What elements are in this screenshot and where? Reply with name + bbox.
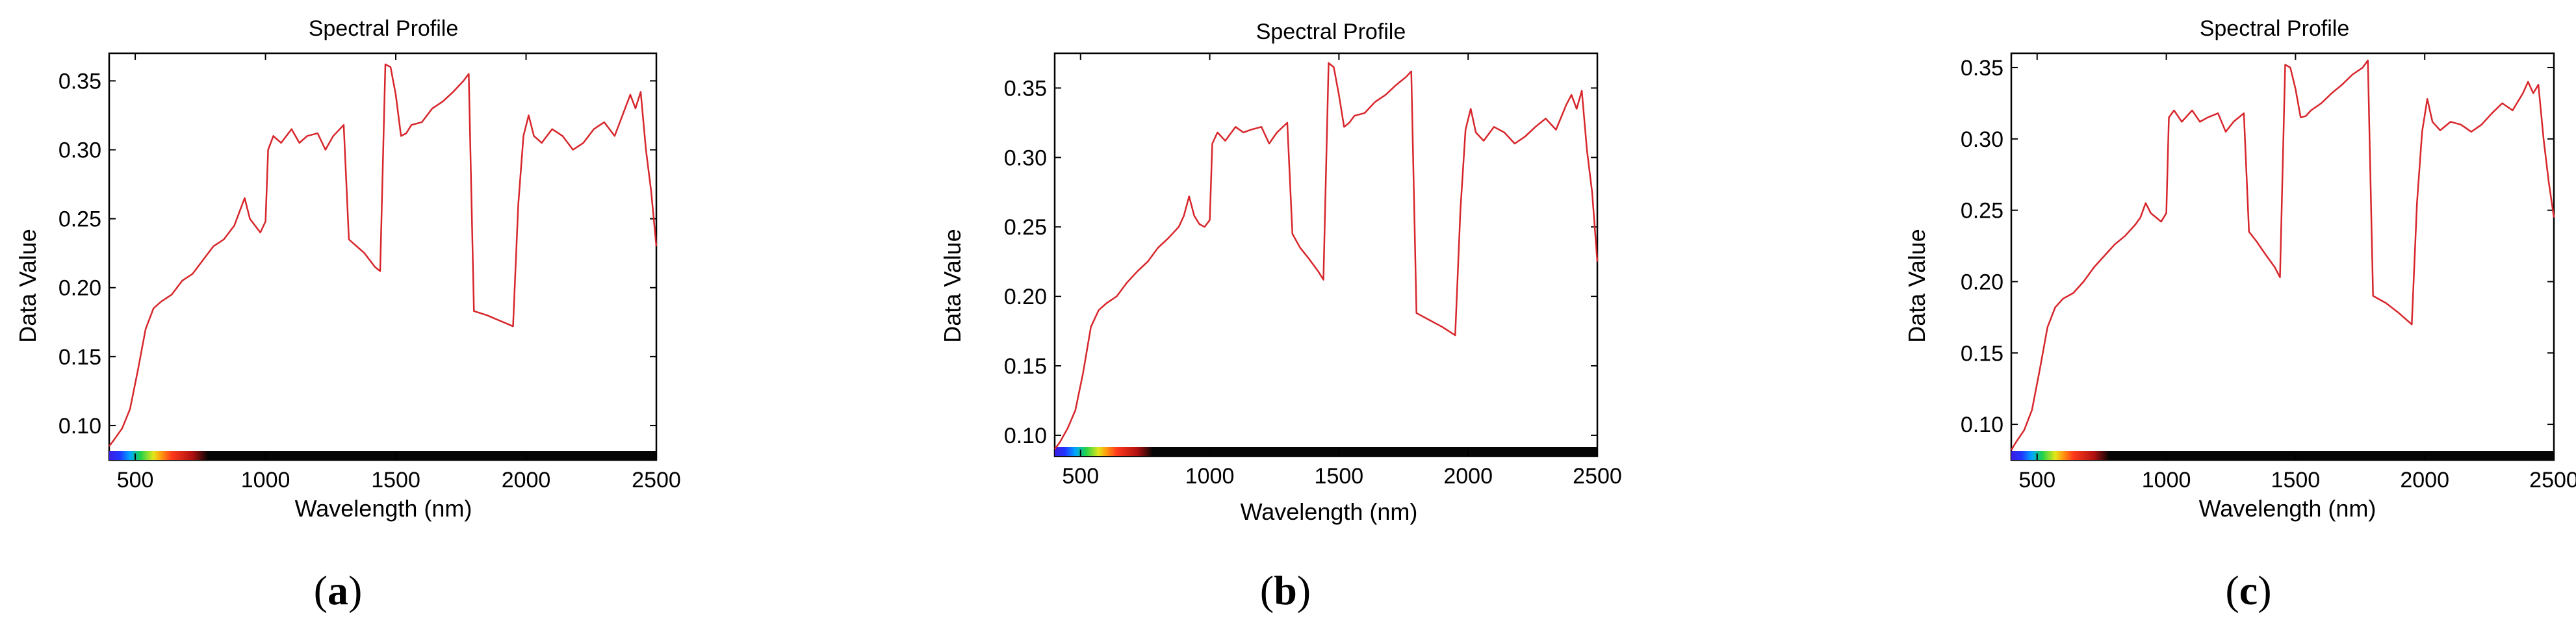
panel-a-xtick-label: 2000 xyxy=(502,468,551,493)
caption-c-close: ) xyxy=(2258,567,2271,613)
caption-c-open: ( xyxy=(2225,567,2239,613)
panel-c-ytick-label: 0.20 xyxy=(1961,270,2003,294)
panel-a-ytick-label: 0.25 xyxy=(58,207,101,232)
panel-b-xlabel: Wavelength (nm) xyxy=(1241,498,1418,525)
panel-c-xtick-label: 2000 xyxy=(2400,468,2449,493)
panel-b-ytick-label: 0.10 xyxy=(1004,424,1047,448)
panel-a-title: Spectral Profile xyxy=(309,16,459,41)
panel-c-xtick-label: 500 xyxy=(2018,468,2055,493)
caption-b-close: ) xyxy=(1297,567,1311,613)
panel-b-plot: 0.10 0.15 0.20 0.25 0.30 0.35 500 1000 1500 2000 2… xyxy=(1004,52,1622,489)
panel-c-ytick-label: 0.15 xyxy=(1961,341,2003,366)
panel-c-ytick-label: 0.30 xyxy=(1961,127,2003,152)
panel-c-xlabel: Wavelength (nm) xyxy=(2199,495,2376,522)
panel-a-xtick-label: 1500 xyxy=(371,468,420,493)
panel-a-xtick-label: 2500 xyxy=(632,468,681,493)
panel-a: Spectral Profile Data Value Wavelength (… xyxy=(14,16,681,613)
panel-c: Spectral Profile Data Value Wavelength (… xyxy=(1903,16,2576,613)
panel-c-title: Spectral Profile xyxy=(2200,16,2350,41)
caption-b-letter: b xyxy=(1274,567,1297,613)
panel-a-plot: 0.10 0.15 0.20 0.25 0.30 0.35 500 1000 1500 2000 2… xyxy=(58,52,681,493)
caption-c-letter: c xyxy=(2239,567,2258,613)
panel-c-plot: 0.10 0.15 0.20 0.25 0.30 0.35 500 1000 1500 2000 2… xyxy=(1961,52,2576,493)
panel-c-colorbar xyxy=(2011,451,2554,460)
panel-a-xtick-label: 1000 xyxy=(241,468,290,493)
caption-b-open: ( xyxy=(1260,567,1274,613)
panel-c-series-line xyxy=(2010,59,2555,451)
caption-b: (b) xyxy=(1260,567,1311,613)
caption-a-close: ) xyxy=(348,567,362,613)
panel-a-ytick-label: 0.35 xyxy=(58,69,101,94)
panel-b-xtick-label: 500 xyxy=(1062,464,1099,489)
panel-c-ylabel: Data Value xyxy=(1903,229,1930,342)
panel-a-ylabel: Data Value xyxy=(14,229,41,342)
panel-a-xtick-label: 500 xyxy=(117,468,154,493)
panel-b-series-line xyxy=(1053,62,1599,450)
caption-c: (c) xyxy=(2225,567,2271,613)
panel-c-xtick-label: 1500 xyxy=(2271,468,2321,493)
panel-c-xtick-label: 2500 xyxy=(2529,468,2576,493)
panel-a-ytick-label: 0.20 xyxy=(58,276,101,301)
panel-b-xtick-label: 1000 xyxy=(1185,464,1235,489)
panel-b-ytick-label: 0.15 xyxy=(1004,354,1047,379)
panel-b-ytick-label: 0.25 xyxy=(1004,215,1047,240)
panel-a-series-line xyxy=(109,63,658,447)
panel-b-colorbar xyxy=(1055,447,1597,456)
panel-c-ytick-label: 0.35 xyxy=(1961,56,2003,81)
panel-b-title: Spectral Profile xyxy=(1256,19,1406,44)
panel-b-xtick-label: 2000 xyxy=(1443,464,1493,489)
panel-b-ytick-label: 0.20 xyxy=(1004,285,1047,309)
panel-a-ytick-label: 0.30 xyxy=(58,138,101,163)
panel-b-ylabel: Data Value xyxy=(939,229,966,342)
caption-a: (a) xyxy=(314,567,363,613)
panel-a-ytick-label: 0.15 xyxy=(58,345,101,370)
panel-b: Spectral Profile Data Value Wavelength (… xyxy=(939,19,1622,613)
caption-a-letter: a xyxy=(328,567,348,613)
panel-b-xtick-label: 2500 xyxy=(1573,464,1622,489)
panel-b-ytick-label: 0.30 xyxy=(1004,146,1047,170)
panel-a-ytick-label: 0.10 xyxy=(58,414,101,439)
panel-b-xtick-label: 1500 xyxy=(1315,464,1364,489)
panel-a-colorbar xyxy=(109,451,656,460)
panel-c-xtick-label: 1000 xyxy=(2142,468,2191,493)
panel-c-ytick-label: 0.25 xyxy=(1961,199,2003,224)
panel-b-ytick-label: 0.35 xyxy=(1004,76,1047,101)
panel-a-xlabel: Wavelength (nm) xyxy=(295,495,472,522)
panel-c-ytick-label: 0.10 xyxy=(1961,413,2003,437)
caption-a-open: ( xyxy=(314,567,328,613)
